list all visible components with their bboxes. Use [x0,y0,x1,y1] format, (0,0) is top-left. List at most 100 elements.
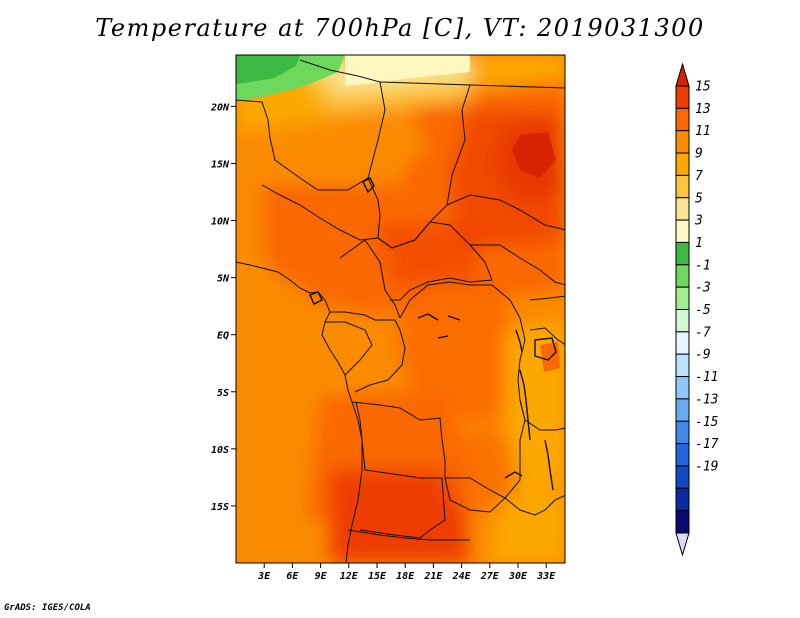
colorbar-swatch [675,443,690,467]
colorbar-swatch [675,465,690,489]
coastline-west-africa [236,261,363,563]
colorbar-swatch [675,286,690,310]
lake-malawi [544,439,554,491]
border-chad [377,81,471,249]
region-sudan-peak [512,132,556,178]
x-tick-label: 3E [257,571,271,582]
border-congo [330,311,406,393]
lakes [309,177,557,491]
colorbar-swatch [675,130,690,154]
border-drc-north [399,281,521,319]
lake-tanganyika [519,369,531,441]
border-south-sudan [470,244,565,286]
lake-volta [309,291,323,305]
x-tick-label: 27E [480,571,500,582]
region-north-yellow [345,55,470,86]
border-nigeria [261,184,379,241]
region-southern-peak [355,488,418,548]
colorbar-swatch [675,85,690,109]
border-gabon [325,321,373,376]
colorbar-label: 11 [695,124,711,139]
grads-credit: GrADS: IGES/COLA [4,603,91,613]
colorbar-swatch [675,309,690,333]
colorbar-swatch [675,487,690,512]
x-tick-label: 6E [286,571,299,582]
lake-kariba [504,471,523,479]
border-mozambique [504,494,565,516]
border-zambia [444,477,506,513]
colorbar-swatch [675,331,690,355]
border-car [377,221,493,301]
y-tick-label: 10S [211,445,229,456]
lake-chad [362,177,375,194]
border-cameroon [339,239,401,319]
colorbar-label: -11 [695,370,718,385]
colorbar-label: -3 [695,281,711,296]
colorbar-swatch [675,197,690,221]
lake-albert [515,329,523,353]
border-mali [236,99,369,191]
region-car [375,220,480,300]
y-axis: 20N 15N 10N 5N EQ 5S 10S 15S [210,102,236,513]
colorbar-label: -9 [695,348,711,363]
colorbar-label: 13 [695,102,711,117]
colorbar-label: 1 [695,236,703,251]
x-tick-label: 9E [315,571,328,582]
colorbar-swatch [675,241,690,266]
border-namibia [347,529,470,541]
colorbar-label: -1 [695,258,711,273]
x-tick-label: 12E [340,571,359,582]
colorbar-label: 15 [695,80,711,95]
y-tick-label: EQ [217,331,229,342]
colorbar-top-arrow [675,62,690,87]
temperature-field [236,55,565,563]
y-tick-label: 5N [217,274,230,285]
chart-title: Temperature at 700hPa [C], VT: 201903130… [95,14,705,42]
congo-river-lines [417,313,461,339]
colorbar-swatch [675,353,690,378]
colorbar-label: 3 [694,214,703,229]
colorbar-swatch [675,398,690,422]
colorbar-label: -19 [695,459,718,474]
region-zambia [440,430,520,520]
x-tick-label: 30E [508,571,528,582]
plot-frame [235,54,566,564]
colorbar-swatch [675,152,690,176]
colorbar-label: -15 [695,415,719,430]
x-tick-label: 33E [536,571,556,582]
colorbar-label: -5 [695,303,711,318]
y-tick-label: 20N [210,102,230,113]
x-axis: 3E 6E 9E 12E 15E 18E 21E 24E 27E 30E 33E [257,563,556,582]
x-tick-label: 15E [368,571,387,582]
y-tick-label: 15N [211,159,230,170]
colorbar-swatch [675,107,690,132]
x-tick-label: 21E [423,571,443,582]
colorbar-label: -7 [695,325,711,340]
country-borders [236,59,565,563]
border-sudan [446,84,565,231]
y-tick-label: 15S [211,502,229,513]
y-tick-label: 10N [211,217,230,228]
border-angola [355,401,446,539]
colorbar-label: 7 [695,169,703,184]
colorbar-label: 5 [695,191,703,206]
y-tick-label: 5S [217,388,229,399]
colorbar: 15 13 11 9 7 5 3 1 -1 -3 -5 -7 -9 -11 -13 -15 -17 -19 [675,62,719,557]
colorbar-label: -13 [695,392,718,407]
colorbar-label: 9 [695,147,703,162]
colorbar-swatch [675,510,690,534]
colorbar-swatch [675,376,690,400]
border-uganda-kenya [529,295,565,345]
colorbar-swatch [675,420,690,445]
lake-victoria [534,337,557,361]
border-east [517,317,565,431]
border-niger [299,59,386,201]
region-atlantic [236,270,330,563]
colorbar-swatch [675,264,690,288]
colorbar-bottom-arrow [675,532,690,557]
region-northwest-dark [236,55,300,84]
x-tick-label: 24E [452,571,472,582]
colorbar-label: -17 [695,437,719,452]
colorbar-swatch [675,174,690,199]
